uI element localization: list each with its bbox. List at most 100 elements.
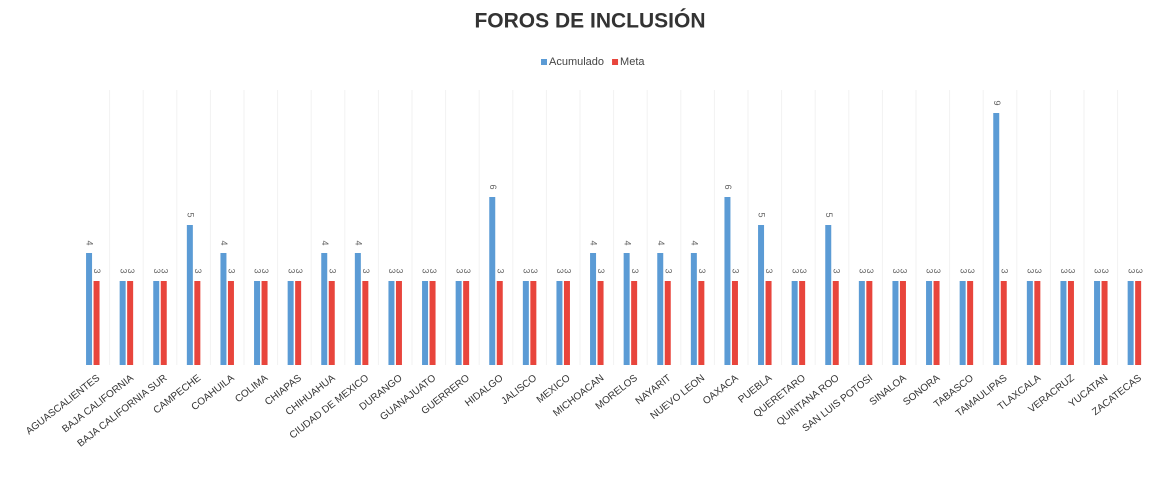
data-label: 3: [831, 268, 841, 273]
bar: [597, 281, 604, 365]
data-label: 3: [899, 268, 909, 273]
data-label: 3: [596, 268, 606, 273]
bar: [1135, 281, 1142, 365]
bar: [489, 197, 496, 365]
bar: [194, 281, 201, 365]
legend-swatch: [541, 59, 547, 65]
bar: [93, 281, 100, 365]
bar: [463, 281, 470, 365]
bar: [227, 281, 234, 365]
bar: [623, 253, 630, 365]
bar: [899, 281, 906, 365]
bar: [698, 281, 705, 365]
bar: [657, 253, 664, 365]
data-label: 3: [630, 268, 640, 273]
legend-label: Meta: [620, 56, 645, 68]
data-label: 3: [555, 268, 565, 273]
bar: [395, 281, 402, 365]
data-label: 4: [622, 240, 632, 245]
bar: [1127, 281, 1134, 365]
bar: [758, 225, 765, 365]
data-label: 6: [723, 184, 733, 189]
bar: [153, 281, 160, 365]
bar: [631, 281, 638, 365]
bar: [933, 281, 940, 365]
data-label: 3: [294, 268, 304, 273]
bar: [362, 281, 369, 365]
bar: [388, 281, 395, 365]
data-label: 9: [992, 100, 1002, 105]
bar: [967, 281, 974, 365]
data-label: 3: [521, 268, 531, 273]
bar: [186, 225, 193, 365]
data-label: 4: [353, 240, 363, 245]
data-label: 3: [227, 268, 237, 273]
data-label: 5: [824, 212, 834, 217]
bar: [287, 281, 294, 365]
bar: [321, 253, 328, 365]
data-label: 6: [488, 184, 498, 189]
bar: [765, 281, 772, 365]
data-label: 3: [395, 268, 405, 273]
bar: [119, 281, 126, 365]
bar: [731, 281, 738, 365]
data-label: 3: [798, 268, 808, 273]
bar: [261, 281, 268, 365]
bar: [1000, 281, 1007, 365]
data-label: 4: [320, 240, 330, 245]
data-label: 3: [118, 268, 128, 273]
data-label: 3: [958, 268, 968, 273]
data-label: 3: [697, 268, 707, 273]
data-label: 3: [495, 268, 505, 273]
bar: [993, 113, 1000, 365]
data-label: 4: [219, 240, 229, 245]
data-label: 4: [589, 240, 599, 245]
bar: [892, 281, 899, 365]
bar: [220, 253, 227, 365]
bar: [254, 281, 261, 365]
data-label: 3: [1059, 268, 1069, 273]
bar: [86, 253, 93, 365]
bar: [522, 281, 529, 365]
data-label: 3: [563, 268, 573, 273]
data-label: 3: [253, 268, 263, 273]
bar: [590, 253, 597, 365]
data-label: 3: [1134, 268, 1144, 273]
data-label: 3: [421, 268, 431, 273]
data-label: 3: [126, 268, 136, 273]
data-label: 3: [387, 268, 397, 273]
data-label: 3: [529, 268, 539, 273]
data-label: 3: [857, 268, 867, 273]
data-label: 5: [185, 212, 195, 217]
bar: [160, 281, 167, 365]
bar: [1067, 281, 1074, 365]
bar: [791, 281, 798, 365]
bar: [496, 281, 503, 365]
bar: [1026, 281, 1033, 365]
bar: [422, 281, 429, 365]
data-label: 3: [790, 268, 800, 273]
bar: [866, 281, 873, 365]
bar: [1101, 281, 1108, 365]
data-label: 3: [92, 268, 102, 273]
data-label: 4: [689, 240, 699, 245]
data-label: 3: [1100, 268, 1110, 273]
data-label: 3: [891, 268, 901, 273]
data-label: 5: [757, 212, 767, 217]
data-label: 3: [260, 268, 270, 273]
bar: [328, 281, 335, 365]
data-label: 3: [865, 268, 875, 273]
x-tick-label: OAXACA: [701, 373, 741, 408]
data-label: 3: [462, 268, 472, 273]
x-tick-label: HIDALGO: [463, 373, 505, 410]
data-label: 3: [152, 268, 162, 273]
bar: [959, 281, 966, 365]
data-label: 3: [361, 268, 371, 273]
data-label: 3: [663, 268, 673, 273]
bar: [858, 281, 865, 365]
data-label: 3: [925, 268, 935, 273]
bar: [556, 281, 563, 365]
data-label: 4: [656, 240, 666, 245]
data-label: 3: [1025, 268, 1035, 273]
